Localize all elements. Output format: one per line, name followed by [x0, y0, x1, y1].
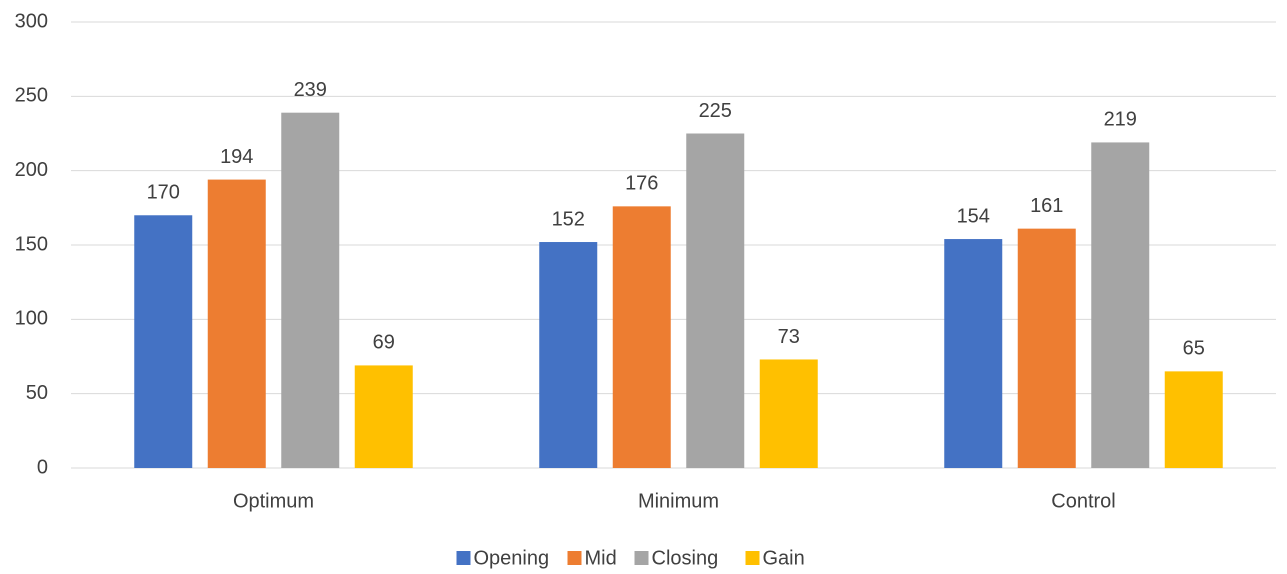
bar: [686, 133, 745, 468]
legend-label: Opening: [474, 547, 550, 569]
data-label: 239: [294, 79, 327, 101]
legend-swatch: [634, 551, 649, 565]
data-label: 170: [147, 182, 180, 204]
legend-swatch: [456, 551, 471, 565]
legend-swatch: [745, 551, 760, 565]
y-tick-label: 0: [37, 456, 48, 478]
bar: [281, 112, 340, 468]
y-tick-label: 300: [15, 10, 48, 32]
legend-swatch: [567, 551, 582, 565]
bar: [944, 239, 1003, 468]
y-tick-label: 250: [15, 85, 48, 107]
data-label: 176: [625, 173, 658, 195]
x-tick-label: Optimum: [233, 490, 314, 512]
data-label: 225: [699, 100, 732, 122]
bar: [1164, 371, 1223, 468]
x-tick-label: Control: [1051, 490, 1115, 512]
bar: [759, 359, 818, 468]
data-label: 65: [1183, 338, 1205, 360]
bar: [1091, 142, 1150, 469]
data-label: 161: [1030, 195, 1063, 217]
legend-label: Closing: [652, 547, 719, 569]
bar: [354, 365, 413, 468]
y-tick-label: 150: [15, 233, 48, 255]
bar: [134, 215, 193, 468]
data-label: 73: [778, 326, 800, 348]
data-label: 219: [1104, 109, 1137, 131]
bar: [207, 179, 266, 468]
bar: [612, 206, 671, 468]
legend-label: Gain: [763, 547, 805, 569]
x-tick-label: Minimum: [638, 490, 719, 512]
y-tick-label: 200: [15, 159, 48, 181]
data-label: 152: [552, 208, 585, 230]
bar: [1017, 228, 1076, 468]
legend-label: Mid: [585, 547, 617, 569]
data-label: 154: [957, 205, 990, 227]
data-label: 69: [373, 332, 395, 354]
data-label: 194: [220, 146, 253, 168]
y-tick-label: 50: [26, 382, 48, 404]
bar: [539, 242, 598, 468]
y-tick-label: 100: [15, 308, 48, 330]
